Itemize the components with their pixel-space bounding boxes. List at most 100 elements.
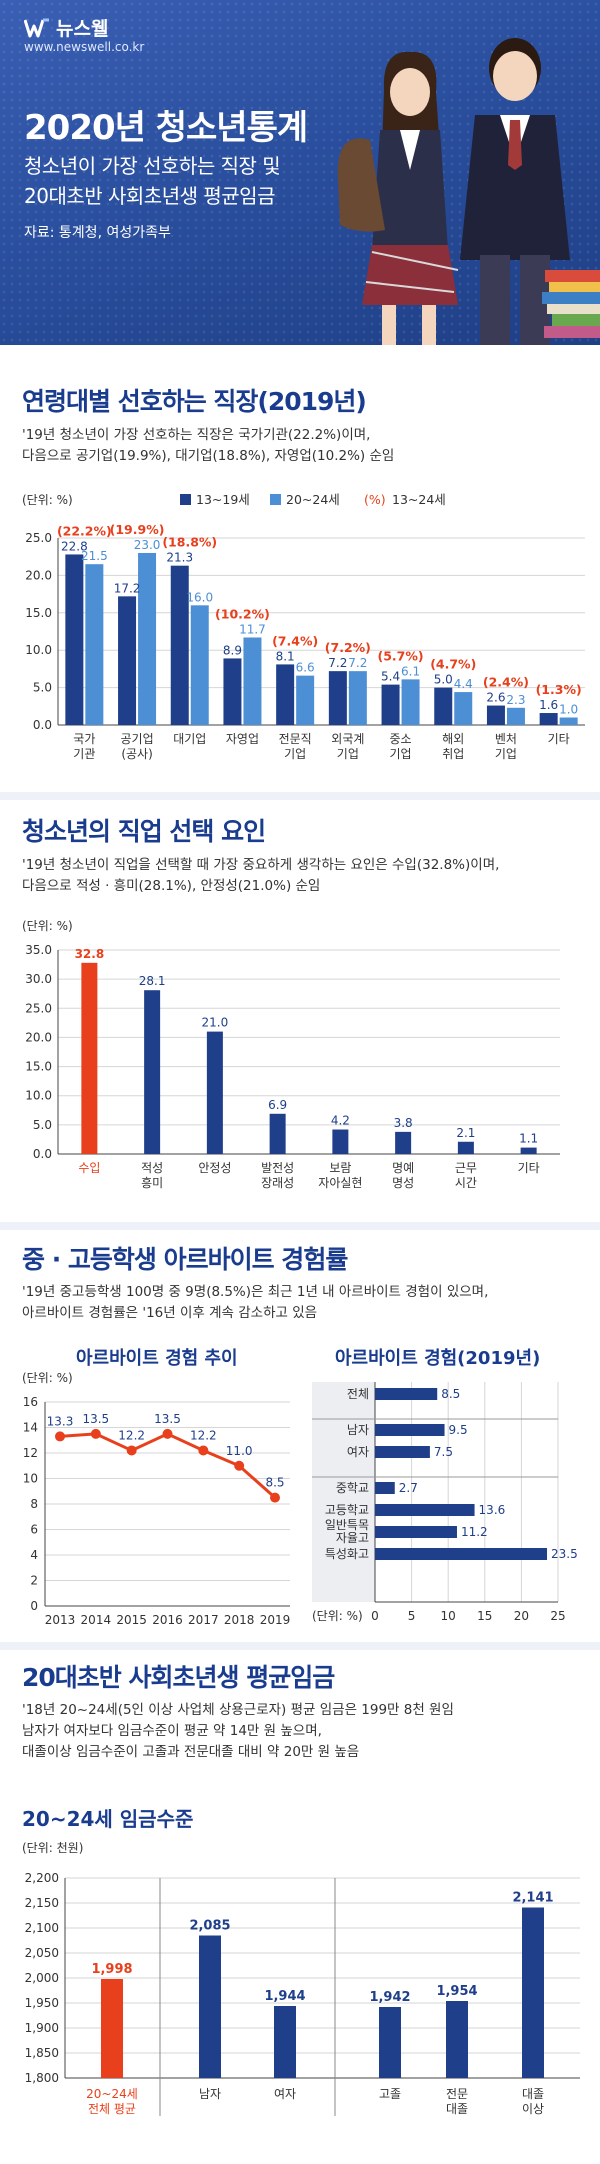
brand-url[interactable]: www.newswell.co.kr	[24, 40, 145, 54]
bar	[520, 1147, 537, 1154]
data-point	[234, 1460, 245, 1471]
bar	[274, 2006, 296, 2078]
value-label: 28.1	[139, 974, 166, 988]
x-category-label: 장래성	[261, 1176, 294, 1190]
brand-logo[interactable]: 뉴스웰	[24, 14, 108, 41]
students-illustration	[337, 38, 600, 345]
bar-13-19	[434, 687, 453, 725]
x-category-label: 안정성	[198, 1161, 231, 1175]
x-category-label: 취업	[442, 747, 464, 761]
x-tick-label: 0	[371, 1609, 379, 1623]
section4-desc-line: 남자가 여자보다 임금수준이 평균 약 14만 원 높으며,	[22, 1723, 322, 1739]
value-label: 4.2	[331, 1114, 350, 1128]
y-tick-label: 2,100	[25, 1921, 59, 1935]
value-label-13-19: 1.6	[539, 698, 558, 712]
page-title: 2020년 청소년통계	[24, 108, 308, 148]
bar	[446, 2001, 468, 2078]
job-choice-factors-chart: (단위: %) 0.0 5.0 10.0 15.0 20.0 25.0 30.0 35.0 32.…	[22, 919, 560, 1190]
bar	[375, 1446, 430, 1458]
bar-20-24	[296, 675, 315, 725]
value-label-13-19: 22.8	[61, 539, 88, 553]
data-point	[55, 1431, 65, 1442]
y-tick-label: 25.0	[25, 531, 52, 545]
x-category-label: 고졸	[379, 2087, 401, 2101]
bar	[269, 1113, 286, 1154]
parttime-trend-chart: 아르바이트 경험 추이(단위: %) 0 2 4 6 8 10 12 14 16 13.3 2013 1…	[22, 1347, 291, 1627]
bar-20-24	[138, 552, 157, 725]
value-label: 6.9	[268, 1098, 287, 1112]
data-point	[90, 1428, 101, 1439]
x-category-label: 시간	[455, 1176, 477, 1190]
total-label-13-24: (1.3%)	[536, 682, 582, 697]
legend-swatch-13-19	[180, 494, 191, 505]
x-tick-label: 2017	[188, 1613, 219, 1627]
bar	[375, 1424, 445, 1436]
value-label: 7.5	[434, 1445, 453, 1459]
bar-20-24	[506, 707, 525, 725]
legend-swatch-20-24	[270, 494, 281, 505]
x-category-label: 국가	[73, 732, 95, 746]
section-divider	[0, 1642, 600, 1650]
x-category-label: 기관	[73, 747, 95, 761]
data-point	[126, 1445, 137, 1456]
x-category-label: 기업	[284, 747, 306, 761]
y-tick-label: 2,050	[25, 1946, 59, 1960]
section2-title: 청소년의 직업 선택 요인	[22, 817, 266, 846]
y-tick-label: 25.0	[25, 1001, 52, 1015]
bar-13-19	[65, 554, 84, 725]
chart-title: 아르바이트 경험(2019년)	[335, 1347, 540, 1369]
total-label-13-24: (2.4%)	[483, 675, 529, 690]
x-tick-label: 2016	[152, 1613, 183, 1627]
x-category-label: 명성	[392, 1176, 414, 1190]
y-tick-label: 0.0	[33, 718, 52, 732]
y-category-label: 특성화고	[325, 1547, 369, 1561]
bar	[332, 1129, 349, 1154]
bar	[375, 1526, 457, 1538]
preferred-workplace-chart: (단위: %) 13~19세 20~24세 (%) 13~24세 0.0 5.0 10.0 15…	[22, 492, 585, 761]
bar-13-19	[539, 713, 558, 725]
x-tick-label: 5	[408, 1609, 416, 1623]
bar	[101, 1979, 123, 2078]
x-category-label: 적성	[141, 1161, 163, 1175]
value-label: 11.0	[226, 1444, 253, 1458]
x-tick-label: 15	[477, 1609, 492, 1623]
x-tick-label: 10	[441, 1609, 456, 1623]
value-label-13-19: 17.2	[114, 581, 141, 595]
value-label: 13.5	[154, 1412, 181, 1426]
bar	[395, 1131, 412, 1154]
total-label-13-24: (18.8%)	[162, 535, 217, 550]
x-category-label: 이상	[522, 2102, 544, 2116]
y-category-label: 고등학교	[325, 1503, 369, 1517]
total-label-13-24: (4.7%)	[430, 657, 476, 672]
value-label: 21.0	[202, 1016, 229, 1030]
data-point	[198, 1445, 209, 1456]
value-label: 1,954	[436, 1984, 477, 1999]
bar-13-19	[170, 565, 189, 725]
total-label-13-24: (22.2%)	[57, 523, 112, 538]
total-label-13-24: (5.7%)	[378, 648, 424, 663]
x-category-label: 기타	[518, 1161, 540, 1175]
bar	[199, 1935, 221, 2078]
header-banner: 뉴스웰 www.newswell.co.kr 2020년 청소년통계 청소년이 …	[0, 0, 600, 345]
x-tick-label: 2019	[260, 1613, 291, 1627]
bar	[206, 1031, 223, 1154]
legend-label-13-19: 13~19세	[196, 492, 250, 507]
y-tick-label: 4	[30, 1548, 38, 1562]
y-category-label: 전체	[347, 1387, 369, 1401]
value-label: 13.5	[82, 1412, 109, 1426]
header-source: 자료: 통계청, 여성가족부	[24, 225, 171, 241]
section1-desc-line: 다음으로 공기업(19.9%), 대기업(18.8%), 자영업(10.2%) …	[22, 448, 395, 464]
y-tick-label: 10	[23, 1472, 38, 1486]
value-label-13-19: 2.6	[486, 691, 505, 705]
x-category-label: 기타	[548, 732, 570, 746]
y-tick-label: 6	[30, 1523, 38, 1537]
x-tick-label: 2015	[116, 1613, 147, 1627]
total-label-13-24: (7.2%)	[325, 640, 371, 655]
legend-marker-total: (%)	[364, 492, 386, 507]
value-label: 1,998	[91, 1962, 132, 1977]
y-tick-label: 0	[30, 1599, 38, 1613]
value-label-20-24: 16.0	[186, 590, 213, 604]
chart-unit-label: (단위: %)	[22, 919, 73, 933]
value-label: 32.8	[75, 947, 105, 961]
